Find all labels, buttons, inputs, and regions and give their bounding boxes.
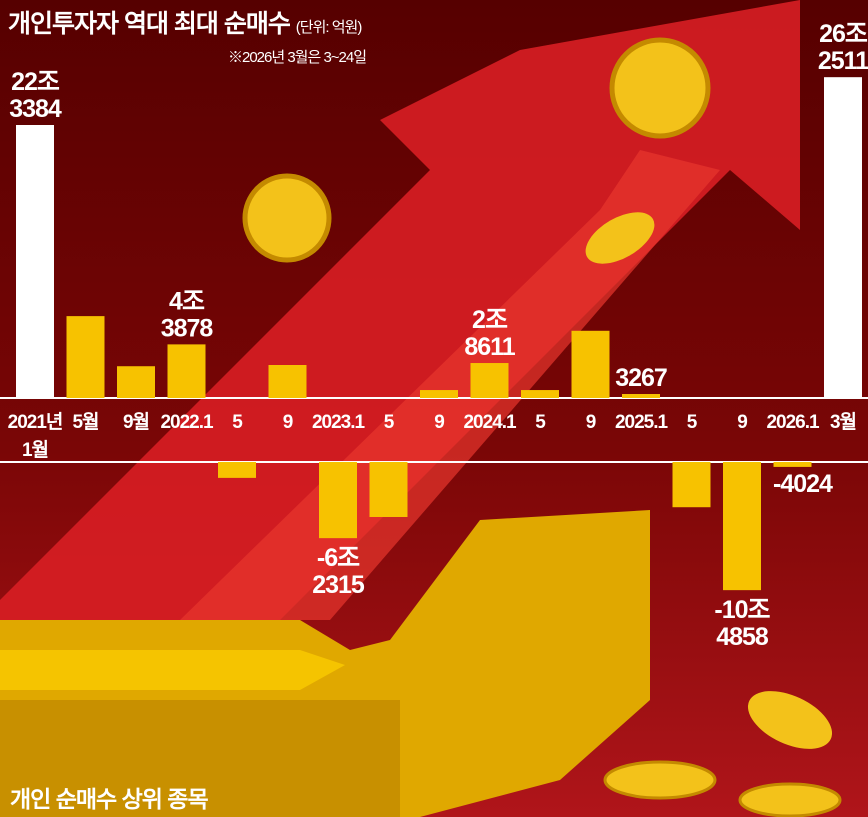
- coin-stack-icon: [738, 782, 842, 817]
- bar: [16, 125, 54, 398]
- x-tick-label: 5: [232, 412, 243, 433]
- x-tick-label: 5: [687, 412, 698, 433]
- data-label: -4024: [773, 470, 833, 498]
- x-tick-label: 9: [737, 412, 747, 433]
- bar: [824, 77, 862, 399]
- x-tick-label: 5월: [72, 411, 98, 433]
- bar: [117, 366, 155, 398]
- red-arrow-icon: [0, 0, 800, 630]
- bar: [470, 363, 509, 398]
- bar: [319, 462, 357, 539]
- data-label: 2511: [818, 47, 868, 75]
- x-tick-label: 2023.1: [312, 412, 366, 433]
- coin-icon: [747, 691, 833, 749]
- data-label: 26조: [819, 20, 868, 48]
- x-tick-label: 9월: [123, 411, 149, 433]
- x-tick-label: 2024.1: [463, 412, 517, 433]
- bar: [622, 394, 660, 398]
- x-tick-label: 2025.1: [615, 412, 669, 433]
- bar: [723, 462, 761, 591]
- x-tick-label: 2022.1: [160, 412, 214, 433]
- footnote: ※2026년 3월은 3~24일: [228, 49, 367, 66]
- data-label: 3267: [615, 364, 667, 392]
- coin-icon: [585, 212, 655, 264]
- data-label: 3878: [161, 314, 214, 342]
- bar: [218, 462, 256, 478]
- bar: [773, 462, 812, 467]
- data-label: -6조: [317, 544, 360, 572]
- unit-label: (단위: 억원): [295, 19, 363, 36]
- chart-title: 개인투자자 역대 최대 순매수 (단위: 억원): [8, 4, 363, 40]
- x-tick-label: 5: [535, 412, 546, 433]
- x-tick-label: 2026.1: [766, 412, 820, 433]
- bar: [571, 330, 610, 398]
- data-label: 2315: [312, 571, 365, 599]
- data-label: 8611: [464, 333, 515, 361]
- bar: [420, 390, 458, 398]
- title-text: 개인투자자 역대 최대 순매수: [8, 10, 291, 38]
- x-tick-label: 9: [586, 412, 596, 433]
- gold-box-front: [0, 700, 400, 817]
- data-label: 4조: [169, 287, 205, 315]
- x-tick-label: 5: [384, 412, 395, 433]
- bar: [521, 390, 559, 398]
- bar: [672, 462, 711, 508]
- gold-box: [0, 650, 345, 690]
- coin-icon: [609, 37, 711, 139]
- x-tick-label: 9: [283, 412, 293, 433]
- bar: [66, 316, 105, 398]
- x-tick-label: 1월: [22, 439, 48, 461]
- data-label: 4858: [716, 623, 769, 651]
- x-tick-label: 2021년: [8, 411, 63, 433]
- x-tick-label: 9: [434, 412, 444, 433]
- coin-stack-icon: [603, 760, 717, 800]
- bar: [167, 344, 206, 398]
- data-label: -10조: [714, 596, 770, 624]
- bar: [369, 462, 408, 517]
- bottom-caption: 개인 순매수 상위 종목: [10, 786, 209, 812]
- coin-icon: [242, 173, 332, 263]
- red-arrow-shade: [180, 150, 720, 620]
- bar: [268, 365, 307, 398]
- data-label: 22조: [11, 68, 60, 96]
- data-label: 3384: [9, 95, 62, 123]
- x-tick-label: 3월: [830, 411, 856, 433]
- data-label: 2조: [472, 306, 508, 334]
